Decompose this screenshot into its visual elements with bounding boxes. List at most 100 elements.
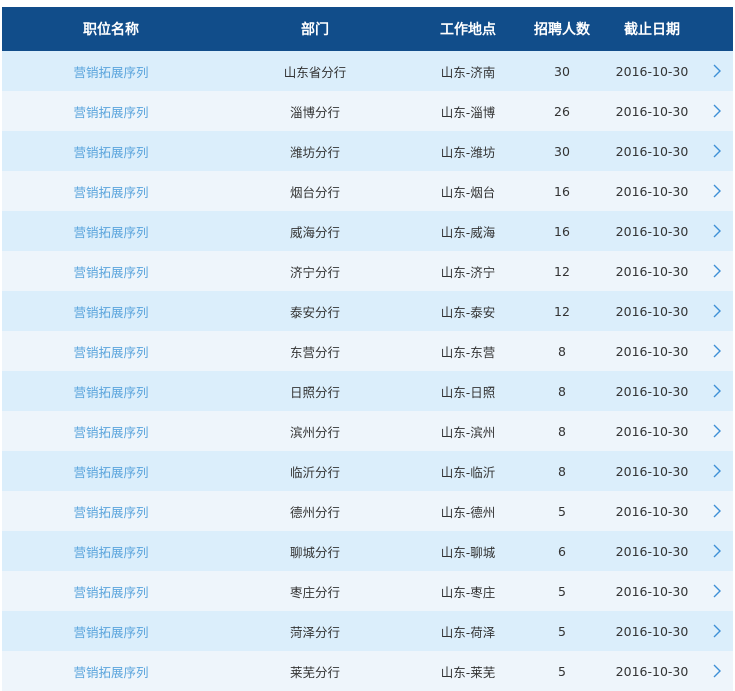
location-cell: 山东-临沂 (440, 464, 496, 480)
chevron-right-icon[interactable] (706, 571, 728, 611)
chevron-right-icon[interactable] (706, 171, 728, 211)
table-row[interactable]: 营销拓展序列 聊城分行 山东-聊城 6 2016-10-30 (2, 531, 733, 571)
location-cell: 山东-淄博 (440, 104, 496, 120)
count-cell: 12 (554, 303, 570, 319)
location-cell: 山东-烟台 (440, 184, 496, 200)
deadline-cell: 2016-10-30 (615, 63, 689, 79)
table-row[interactable]: 营销拓展序列 烟台分行 山东-烟台 16 2016-10-30 (2, 171, 733, 211)
job-title-link[interactable]: 营销拓展序列 (73, 184, 149, 200)
header-location: 工作地点 (440, 22, 496, 38)
count-cell: 5 (558, 583, 566, 599)
count-cell: 5 (558, 503, 566, 519)
table-row[interactable]: 营销拓展序列 德州分行 山东-德州 5 2016-10-30 (2, 491, 733, 531)
count-cell: 16 (554, 183, 570, 199)
count-cell: 8 (558, 383, 566, 399)
dept-cell: 威海分行 (289, 224, 340, 240)
count-cell: 8 (558, 463, 566, 479)
table-row[interactable]: 营销拓展序列 山东省分行 山东-济南 30 2016-10-30 (2, 51, 733, 91)
chevron-right-icon[interactable] (706, 611, 728, 651)
header-title: 职位名称 (83, 22, 139, 38)
chevron-right-icon[interactable] (706, 651, 728, 691)
dept-cell: 淄博分行 (289, 104, 340, 120)
deadline-cell: 2016-10-30 (615, 103, 689, 119)
deadline-cell: 2016-10-30 (615, 623, 689, 639)
table-row[interactable]: 营销拓展序列 济宁分行 山东-济宁 12 2016-10-30 (2, 251, 733, 291)
dept-cell: 菏泽分行 (289, 624, 340, 640)
count-cell: 16 (554, 223, 570, 239)
job-title-link[interactable]: 营销拓展序列 (73, 144, 149, 160)
location-cell: 山东-泰安 (440, 304, 496, 320)
deadline-cell: 2016-10-30 (615, 263, 689, 279)
chevron-right-icon[interactable] (706, 291, 728, 331)
table-row[interactable]: 营销拓展序列 泰安分行 山东-泰安 12 2016-10-30 (2, 291, 733, 331)
location-cell: 山东-莱芜 (440, 664, 496, 680)
location-cell: 山东-济宁 (440, 264, 496, 280)
count-cell: 30 (554, 63, 570, 79)
job-table: 职位名称 部门 工作地点 招聘人数 截止日期 营销拓展序列 山东省分行 山东-济南 3… (2, 7, 733, 691)
deadline-cell: 2016-10-30 (615, 183, 689, 199)
dept-cell: 德州分行 (289, 504, 340, 520)
header-deadline: 截止日期 (624, 22, 680, 38)
job-title-link[interactable]: 营销拓展序列 (73, 224, 149, 240)
table-row[interactable]: 营销拓展序列 菏泽分行 山东-荷泽 5 2016-10-30 (2, 611, 733, 651)
job-title-link[interactable]: 营销拓展序列 (73, 104, 149, 120)
count-cell: 26 (554, 103, 570, 119)
dept-cell: 山东省分行 (283, 64, 347, 80)
deadline-cell: 2016-10-30 (615, 303, 689, 319)
deadline-cell: 2016-10-30 (615, 463, 689, 479)
dept-cell: 东营分行 (289, 344, 340, 360)
table-row[interactable]: 营销拓展序列 东营分行 山东-东营 8 2016-10-30 (2, 331, 733, 371)
dept-cell: 泰安分行 (289, 304, 340, 320)
dept-cell: 潍坊分行 (289, 144, 340, 160)
count-cell: 6 (558, 543, 566, 559)
job-title-link[interactable]: 营销拓展序列 (73, 664, 149, 680)
chevron-right-icon[interactable] (706, 251, 728, 291)
dept-cell: 济宁分行 (289, 264, 340, 280)
chevron-right-icon[interactable] (706, 51, 728, 91)
job-title-link[interactable]: 营销拓展序列 (73, 384, 149, 400)
location-cell: 山东-日照 (440, 384, 496, 400)
table-row[interactable]: 营销拓展序列 日照分行 山东-日照 8 2016-10-30 (2, 371, 733, 411)
job-title-link[interactable]: 营销拓展序列 (73, 424, 149, 440)
job-title-link[interactable]: 营销拓展序列 (73, 64, 149, 80)
chevron-right-icon[interactable] (706, 331, 728, 371)
count-cell: 5 (558, 623, 566, 639)
count-cell: 8 (558, 423, 566, 439)
table-header: 职位名称 部门 工作地点 招聘人数 截止日期 (2, 7, 733, 51)
dept-cell: 日照分行 (289, 384, 340, 400)
job-title-link[interactable]: 营销拓展序列 (73, 544, 149, 560)
chevron-right-icon[interactable] (706, 91, 728, 131)
chevron-right-icon[interactable] (706, 371, 728, 411)
job-title-link[interactable]: 营销拓展序列 (73, 264, 149, 280)
deadline-cell: 2016-10-30 (615, 583, 689, 599)
table-row[interactable]: 营销拓展序列 枣庄分行 山东-枣庄 5 2016-10-30 (2, 571, 733, 611)
dept-cell: 滨州分行 (289, 424, 340, 440)
chevron-right-icon[interactable] (706, 491, 728, 531)
deadline-cell: 2016-10-30 (615, 663, 689, 679)
table-row[interactable]: 营销拓展序列 莱芜分行 山东-莱芜 5 2016-10-30 (2, 651, 733, 691)
table-row[interactable]: 营销拓展序列 威海分行 山东-威海 16 2016-10-30 (2, 211, 733, 251)
chevron-right-icon[interactable] (706, 411, 728, 451)
count-cell: 5 (558, 663, 566, 679)
deadline-cell: 2016-10-30 (615, 423, 689, 439)
dept-cell: 临沂分行 (289, 464, 340, 480)
job-title-link[interactable]: 营销拓展序列 (73, 504, 149, 520)
job-title-link[interactable]: 营销拓展序列 (73, 344, 149, 360)
deadline-cell: 2016-10-30 (615, 143, 689, 159)
table-row[interactable]: 营销拓展序列 临沂分行 山东-临沂 8 2016-10-30 (2, 451, 733, 491)
job-title-link[interactable]: 营销拓展序列 (73, 464, 149, 480)
job-title-link[interactable]: 营销拓展序列 (73, 584, 149, 600)
location-cell: 山东-荷泽 (440, 624, 496, 640)
job-title-link[interactable]: 营销拓展序列 (73, 624, 149, 640)
chevron-right-icon[interactable] (706, 531, 728, 571)
chevron-right-icon[interactable] (706, 131, 728, 171)
table-row[interactable]: 营销拓展序列 滨州分行 山东-滨州 8 2016-10-30 (2, 411, 733, 451)
deadline-cell: 2016-10-30 (615, 383, 689, 399)
chevron-right-icon[interactable] (706, 211, 728, 251)
job-title-link[interactable]: 营销拓展序列 (73, 304, 149, 320)
table-row[interactable]: 营销拓展序列 潍坊分行 山东-潍坊 30 2016-10-30 (2, 131, 733, 171)
location-cell: 山东-聊城 (440, 544, 496, 560)
chevron-right-icon[interactable] (706, 451, 728, 491)
dept-cell: 莱芜分行 (289, 664, 340, 680)
table-row[interactable]: 营销拓展序列 淄博分行 山东-淄博 26 2016-10-30 (2, 91, 733, 131)
